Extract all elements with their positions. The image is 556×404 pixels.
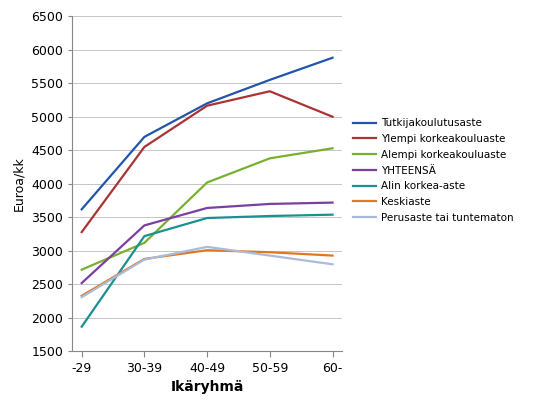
- Line: Tutkijakoulutusaste: Tutkijakoulutusaste: [82, 58, 332, 209]
- Ylempi korkeakouluaste: [203, 103, 210, 108]
- Keskiaste: [78, 293, 85, 298]
- Alempi korkeakouluaste: [203, 180, 210, 185]
- Alin korkea-aste: [141, 234, 148, 238]
- Tutkijakoulutusaste: [141, 135, 148, 139]
- Keskiaste: [329, 253, 336, 258]
- Perusaste tai tuntematon: [266, 253, 273, 258]
- Ylempi korkeakouluaste: [141, 145, 148, 149]
- Line: Keskiaste: Keskiaste: [82, 250, 332, 296]
- Legend: Tutkijakoulutusaste, Ylempi korkeakouluaste, Alempi korkeakouluaste, YHTEENSÄ, A: Tutkijakoulutusaste, Ylempi korkeakoulua…: [353, 118, 513, 223]
- Tutkijakoulutusaste: [203, 101, 210, 106]
- YHTEENSÄ: [78, 281, 85, 286]
- Ylempi korkeakouluaste: [329, 114, 336, 119]
- Ylempi korkeakouluaste: [266, 89, 273, 94]
- Alin korkea-aste: [203, 216, 210, 221]
- Line: Perusaste tai tuntematon: Perusaste tai tuntematon: [82, 247, 332, 297]
- Line: Alin korkea-aste: Alin korkea-aste: [82, 215, 332, 327]
- Alempi korkeakouluaste: [78, 267, 85, 272]
- Alempi korkeakouluaste: [266, 156, 273, 161]
- Tutkijakoulutusaste: [329, 55, 336, 60]
- Keskiaste: [203, 248, 210, 252]
- Alin korkea-aste: [78, 324, 85, 329]
- Keskiaste: [266, 250, 273, 255]
- Perusaste tai tuntematon: [329, 262, 336, 267]
- YHTEENSÄ: [266, 202, 273, 206]
- YHTEENSÄ: [329, 200, 336, 205]
- Perusaste tai tuntematon: [141, 257, 148, 262]
- Line: YHTEENSÄ: YHTEENSÄ: [82, 202, 332, 283]
- Ylempi korkeakouluaste: [78, 230, 85, 235]
- Tutkijakoulutusaste: [266, 78, 273, 82]
- Alempi korkeakouluaste: [141, 240, 148, 245]
- Alin korkea-aste: [329, 212, 336, 217]
- Perusaste tai tuntematon: [78, 295, 85, 300]
- Keskiaste: [141, 257, 148, 261]
- Perusaste tai tuntematon: [203, 244, 210, 249]
- YHTEENSÄ: [141, 223, 148, 228]
- Tutkijakoulutusaste: [78, 207, 85, 212]
- Y-axis label: Euroa/kk: Euroa/kk: [13, 156, 26, 211]
- Alin korkea-aste: [266, 214, 273, 219]
- YHTEENSÄ: [203, 206, 210, 210]
- Alempi korkeakouluaste: [329, 146, 336, 151]
- X-axis label: Ikäryhmä: Ikäryhmä: [171, 381, 244, 394]
- Line: Alempi korkeakouluaste: Alempi korkeakouluaste: [82, 148, 332, 269]
- Line: Ylempi korkeakouluaste: Ylempi korkeakouluaste: [82, 91, 332, 232]
